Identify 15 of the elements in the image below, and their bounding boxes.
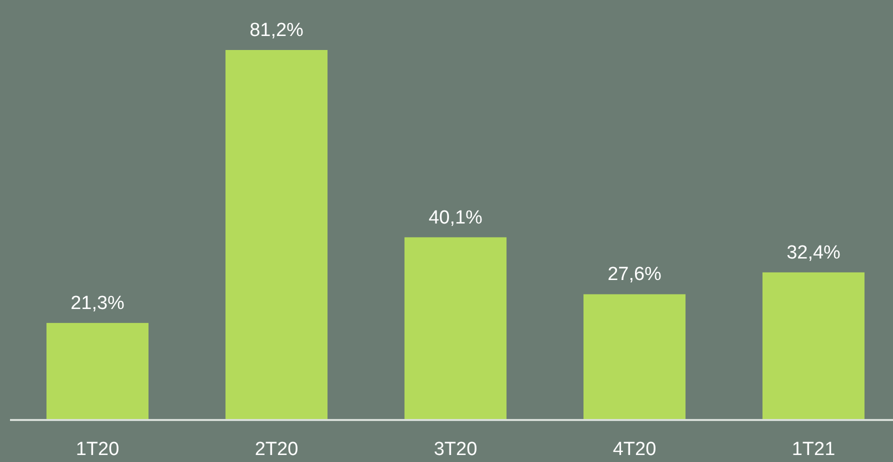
- data-label: 81,2%: [250, 20, 304, 41]
- data-label: 32,4%: [786, 242, 841, 264]
- x-tick-label: 3T20: [434, 439, 478, 460]
- x-tick-label: 1T21: [792, 439, 836, 460]
- bar: [762, 272, 865, 420]
- x-tick-label: 1T20: [76, 439, 120, 460]
- bar: [583, 294, 686, 420]
- bar: [46, 322, 149, 420]
- bar: [404, 237, 507, 420]
- data-label: 27,6%: [608, 264, 662, 286]
- data-label: 21,3%: [70, 292, 125, 314]
- x-tick-label: 2T20: [254, 439, 298, 460]
- bar: [225, 50, 328, 420]
- x-tick-label: 4T20: [612, 439, 656, 460]
- data-label: 40,1%: [428, 207, 483, 228]
